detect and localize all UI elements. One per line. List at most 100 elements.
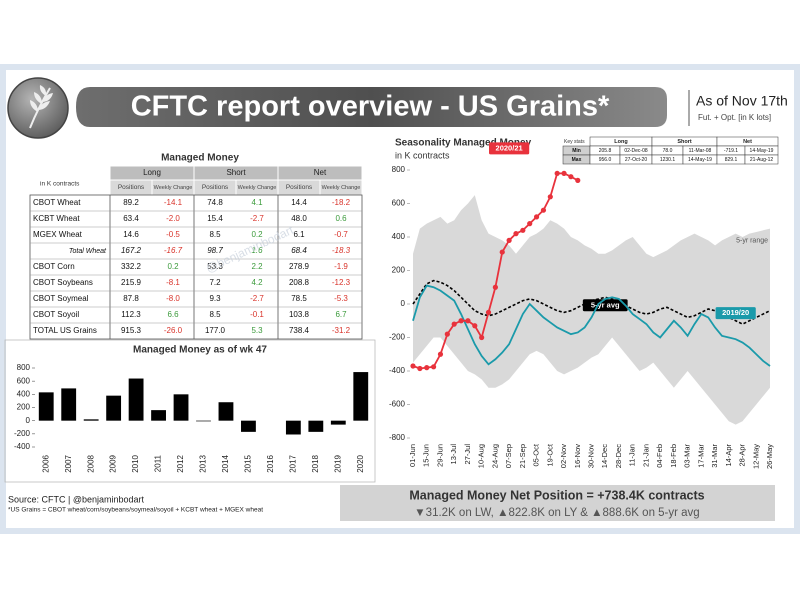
series-marker — [561, 170, 567, 176]
y-tick-label: 200 — [17, 403, 31, 412]
table-cell: 103.8 — [289, 310, 310, 319]
bar-chart-frame — [4, 339, 376, 483]
y-tick-label: 600 — [392, 199, 406, 208]
table-cell: 7.2 — [209, 278, 221, 287]
key-stats-cell: 78.0 — [663, 148, 673, 154]
x-tick-label: 27-Jul — [463, 444, 472, 465]
series-marker — [506, 237, 512, 243]
x-tick-label: 24-Aug — [490, 444, 499, 468]
table-cell: 53.3 — [207, 262, 223, 271]
subheader: Weekly Change — [238, 185, 277, 191]
series-marker — [437, 351, 444, 357]
table-cell: 5.3 — [251, 326, 263, 335]
bar — [285, 420, 301, 435]
y-tick-label: -200 — [389, 333, 406, 342]
key-stats-label: Key stats — [564, 139, 585, 145]
key-stats-cell: 14-May-19 — [688, 157, 712, 163]
x-tick-label: 2016 — [266, 454, 275, 472]
x-tick-label: 04-Feb — [655, 444, 664, 468]
row-label: TOTAL US Grains — [33, 326, 97, 335]
x-tick-label: 28-Apr — [738, 444, 747, 467]
bar — [38, 392, 54, 421]
table-cell: -31.2 — [332, 326, 351, 335]
x-tick-label: 2011 — [154, 454, 163, 472]
y-tick-label: 800 — [17, 363, 31, 372]
x-tick-label: 14-Dec — [600, 444, 609, 468]
table-cell: -18.2 — [332, 198, 351, 207]
line-subtitle: in K contracts — [395, 150, 450, 160]
table-cell: 0.2 — [251, 230, 263, 239]
bar — [241, 420, 256, 432]
table-cell: 0.6 — [335, 214, 347, 223]
table-cell: 915.3 — [121, 326, 142, 335]
table-cell: 68.4 — [291, 246, 307, 255]
x-tick-label: 28-Dec — [614, 444, 623, 468]
table-cell: -8.1 — [166, 278, 180, 287]
table-cell: 48.0 — [291, 214, 307, 223]
y-tick-label: 0 — [26, 416, 31, 425]
series-line — [412, 284, 771, 367]
key-stats-cell: 11-Mar-08 — [689, 148, 712, 154]
row-label: CBOT Corn — [33, 262, 75, 271]
x-tick-label: 16-Nov — [573, 444, 582, 468]
series-label-box — [489, 142, 530, 155]
table-cell: -0.7 — [334, 230, 348, 239]
series-marker — [520, 227, 526, 233]
table-title: Managed Money — [161, 153, 239, 164]
bar — [106, 395, 122, 421]
y-tick-label: -400 — [389, 366, 406, 375]
key-stats-cell-bg — [744, 154, 779, 165]
source: Source: CFTC | @benjaminbodart — [8, 494, 145, 504]
title: CFTC report overview - US Grains* — [131, 91, 610, 123]
table-cell: 15.4 — [207, 214, 223, 223]
table-cell: -0.1 — [250, 310, 264, 319]
bar — [330, 420, 346, 425]
x-tick-label: 2010 — [131, 454, 140, 472]
x-tick-label: 31-Mar — [710, 444, 719, 468]
x-tick-label: 2007 — [64, 454, 73, 472]
subtitle: Fut. + Opt. [in K lots] — [698, 113, 771, 122]
series-marker — [527, 221, 533, 227]
table-cell: 6.6 — [167, 310, 179, 319]
series-marker — [458, 318, 464, 324]
table-cell: 8.5 — [209, 310, 221, 319]
key-stats-cell: 956.0 — [599, 157, 612, 163]
y-tick-label: -200 — [14, 429, 31, 438]
table-cell: 738.4 — [289, 326, 310, 335]
key-stats-cell: 27-Oct-20 — [625, 157, 647, 163]
bar — [151, 410, 166, 421]
series-marker — [533, 214, 540, 220]
key-stats-cell: Max — [572, 157, 582, 163]
series-marker — [485, 309, 492, 315]
key-stats-cell: 829.1 — [725, 157, 738, 163]
series-marker — [554, 170, 560, 176]
bar-title: Managed Money as of wk 47 — [133, 345, 267, 356]
title-banner — [76, 87, 667, 127]
y-tick-label: 600 — [17, 376, 31, 385]
y-tick-label: -600 — [389, 400, 406, 409]
summary-detail: ▼31.2K on LW, ▲822.8K on LY & ▲888.6K on… — [414, 507, 699, 519]
y-tick-label: -800 — [389, 433, 406, 442]
subheader: Positions — [118, 184, 145, 191]
row-label: KCBT Wheat — [33, 214, 80, 223]
table-cell: 78.5 — [291, 294, 307, 303]
x-tick-label: 2015 — [244, 454, 253, 472]
summary-headline: Managed Money Net Position = +738.4K con… — [409, 488, 704, 502]
series-label-box — [582, 299, 628, 312]
y-tick-label: 0 — [401, 299, 406, 308]
series-marker — [451, 321, 457, 327]
x-tick-label: 2020 — [356, 454, 365, 472]
x-tick-label: 18-Feb — [669, 444, 678, 468]
table-cell: -2.7 — [250, 294, 264, 303]
subheader: Positions — [202, 184, 229, 191]
series-label: 2020/21 — [496, 143, 523, 152]
x-tick-label: 26-May — [765, 444, 774, 469]
x-tick-label: 21-Jan — [641, 444, 650, 467]
table-cell: -5.3 — [334, 294, 348, 303]
table-cell: 87.8 — [123, 294, 139, 303]
series-label: 5-yr avg — [591, 300, 620, 309]
group-header: Net — [314, 168, 327, 177]
table-cell: -16.7 — [164, 246, 183, 255]
series-marker — [568, 174, 574, 180]
